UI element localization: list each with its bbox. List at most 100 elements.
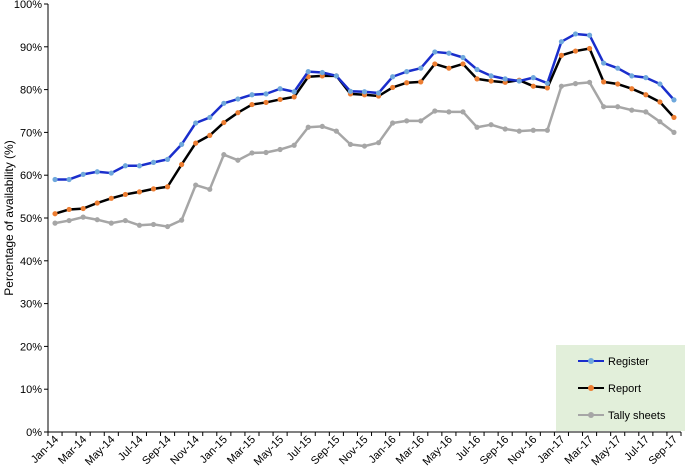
y-tick-label: 100% [14,0,42,11]
data-point [361,143,368,149]
data-point [657,99,663,105]
data-point [404,118,410,124]
y-tick-label: 30% [20,299,42,311]
data-point [207,186,213,192]
data-point [460,109,466,115]
data-point [404,80,410,86]
legend-box [556,345,685,431]
data-point [586,32,593,38]
data-point [249,150,255,156]
data-point [150,186,157,192]
data-point [94,169,100,175]
data-point [122,191,128,198]
x-tick-label: Nov-14 [168,434,202,468]
data-point [164,184,171,190]
y-tick-label: 40% [20,256,42,268]
data-point [671,129,677,135]
data-point [586,79,593,85]
data-point [305,124,311,130]
data-point [164,223,171,230]
data-point [164,156,171,162]
data-point [530,127,536,133]
data-point [446,65,452,71]
data-point [516,78,522,84]
x-tick-label: May-17 [589,434,623,468]
data-point [263,149,269,156]
data-point [418,79,424,85]
data-point [460,61,466,67]
legend-marker [588,358,594,364]
data-point [502,76,508,82]
data-point [319,69,325,76]
data-point [319,123,325,130]
data-point [474,124,480,130]
x-tick-label: Jan-17 [535,434,567,466]
data-point [193,120,199,126]
series-line [54,81,675,228]
data-point [179,161,185,168]
data-point [136,163,143,169]
y-axis: 0% 10% 20% 30% 40% 50% 60% 70% 80% 90% 100% [14,0,49,439]
data-point [629,86,635,92]
data-point [572,81,579,87]
data-point [122,217,128,224]
data-point [235,96,241,102]
y-tick-label: 10% [20,384,42,396]
data-point [390,74,396,80]
data-point [601,60,607,66]
data-point [474,66,480,73]
x-tick-label: Sep-17 [647,434,681,468]
data-point [615,104,621,110]
x-tick-label: Sep-16 [478,434,512,468]
data-point [136,189,143,195]
x-tick-label: Jan-16 [366,434,398,466]
data-point [544,127,550,133]
data-point [375,140,382,146]
data-point [615,65,621,71]
y-tick-label: 50% [20,213,42,225]
data-point [52,211,58,217]
data-point [235,157,241,163]
data-point [390,120,396,126]
data-point [333,128,339,134]
x-tick-label: May-16 [421,434,455,468]
data-point [347,88,354,94]
data-point [460,54,466,61]
data-point [347,141,354,147]
data-point [66,217,72,224]
data-point [150,221,157,228]
data-point [558,52,565,58]
data-point [488,73,494,79]
data-point [502,126,508,132]
data-point [404,69,410,75]
data-point [418,65,424,71]
data-point [193,140,199,146]
data-point [558,39,565,45]
series-line [54,47,675,215]
data-point [601,79,607,85]
y-tick-label: 20% [20,341,42,353]
data-point [277,86,283,92]
data-point [221,119,227,126]
data-point [66,176,72,183]
data-point [263,91,269,97]
data-point [193,182,199,188]
data-point [207,132,213,138]
data-point [488,122,494,128]
x-tick-label: Sep-14 [140,434,174,468]
data-point [446,50,452,56]
legend-label: Tally sheets [608,410,666,422]
data-point [643,75,649,81]
data-point [52,176,58,183]
y-tick-label: 80% [20,85,42,97]
data-point [657,119,663,125]
data-point [291,89,297,95]
data-point [361,89,368,95]
x-tick-label: Nov-16 [506,434,540,468]
data-point [122,163,128,169]
data-point [572,31,579,37]
data-point [94,200,100,206]
data-point [586,45,593,52]
data-point [530,75,536,81]
